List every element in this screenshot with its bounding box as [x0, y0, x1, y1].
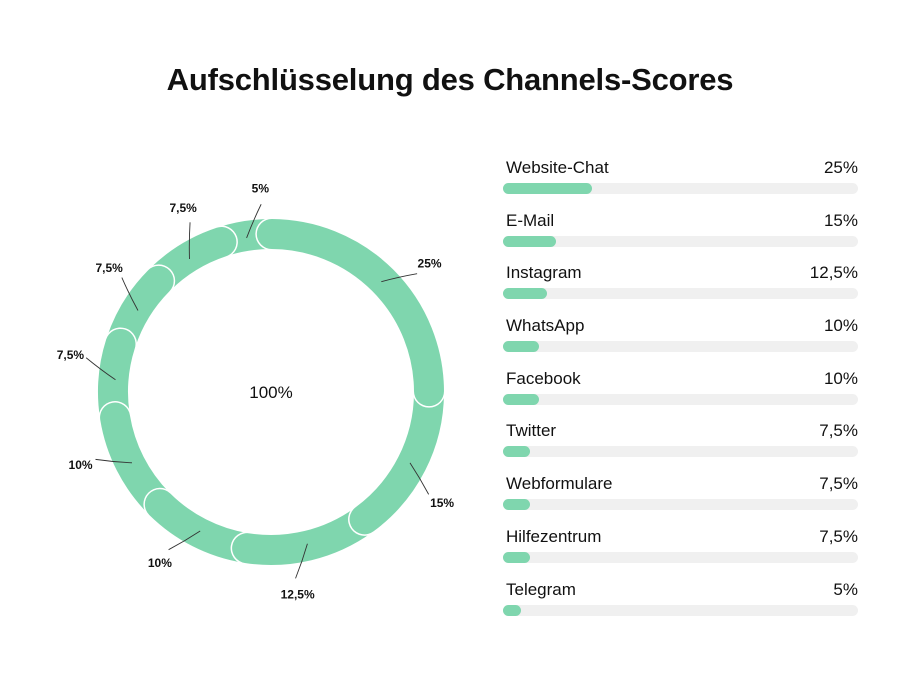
channel-label: Telegram [506, 579, 576, 599]
donut-slice-1 [256, 219, 444, 407]
bar-fill [503, 393, 539, 405]
slice-label: 10% [148, 556, 172, 570]
slice-label: 15% [430, 496, 454, 510]
slice-label: 5% [252, 181, 270, 195]
donut-slice-2 [349, 377, 444, 535]
slice-leader-line [95, 458, 133, 464]
bar-fill [503, 235, 557, 247]
bar-fill [503, 499, 530, 511]
channel-row: Website-Chat 25% [503, 158, 858, 211]
channel-label: Hilfezentrum [506, 526, 602, 546]
channel-value: 25% [823, 158, 858, 177]
channel-label: Twitter [506, 421, 557, 441]
channel-row: E-Mail 15% [503, 211, 858, 264]
channel-label: Webformulare [506, 474, 613, 494]
channel-value: 10% [823, 316, 858, 336]
slice-leader-line [121, 277, 139, 311]
bar-track [503, 341, 858, 353]
slice-label: 7,5% [95, 261, 123, 275]
bar-fill [503, 183, 592, 194]
channel-row: Facebook 10% [503, 369, 858, 422]
bar-fill [503, 604, 521, 616]
slice-label: 12,5% [281, 587, 315, 601]
bar-fill [503, 446, 530, 458]
bar-fill [503, 341, 539, 353]
bar-track [503, 604, 858, 616]
bar-track [503, 393, 858, 405]
channel-row: Telegram 5% [503, 580, 858, 633]
channel-value: 7,5% [819, 474, 858, 494]
channel-label: E-Mail [506, 210, 555, 230]
donut-chart: 25% 15% 12,5% 10% 10% 7,5% 7,5% 7,5% 5% 100% [57, 181, 455, 601]
bar-fill [503, 288, 548, 300]
channel-value: 15% [823, 210, 858, 230]
channel-bar-list: Website-Chat 25% E-Mail 15% Instagram 12,5% Wh… [503, 158, 858, 632]
channel-label: Instagram [506, 263, 582, 283]
bar-track [503, 235, 858, 247]
bar-track [503, 551, 858, 563]
channel-row: Twitter 7,5% [503, 421, 858, 474]
slice-label: 7,5% [169, 201, 197, 215]
bar-track [503, 288, 858, 300]
channel-row: Instagram 12,5% [503, 263, 858, 316]
bar-track [503, 499, 858, 511]
channel-value: 7,5% [819, 526, 858, 546]
slice-leader-line [295, 543, 308, 579]
channel-label: WhatsApp [506, 316, 585, 336]
channel-row: WhatsApp 10% [503, 316, 858, 369]
slice-label: 10% [69, 458, 93, 472]
channel-row: Webformulare 7,5% [503, 474, 858, 527]
chart-title: Aufschlüsselung des Channels-Scores [166, 62, 734, 97]
channel-value: 12,5% [809, 263, 858, 283]
channel-row: Hilfezentrum 7,5% [503, 527, 858, 580]
slice-leader-line [409, 462, 430, 495]
donut-center-label: 100% [249, 383, 292, 402]
slice-leader-line [381, 273, 418, 283]
slice-leader-line [85, 357, 116, 381]
channel-value: 7,5% [819, 421, 858, 441]
bar-fill [503, 551, 530, 563]
channel-value: 5% [833, 579, 858, 599]
slice-leader-line [188, 222, 191, 260]
donut-slice-3 [232, 505, 379, 565]
bar-track [503, 183, 858, 194]
channel-label: Website-Chat [506, 158, 609, 177]
channel-value: 10% [823, 368, 858, 388]
channel-label: Facebook [506, 368, 581, 388]
slice-leader-line [246, 204, 262, 239]
slice-leader-line [168, 530, 201, 551]
bar-track [503, 446, 858, 458]
slice-label: 25% [418, 257, 442, 271]
slice-label: 7,5% [57, 348, 85, 362]
